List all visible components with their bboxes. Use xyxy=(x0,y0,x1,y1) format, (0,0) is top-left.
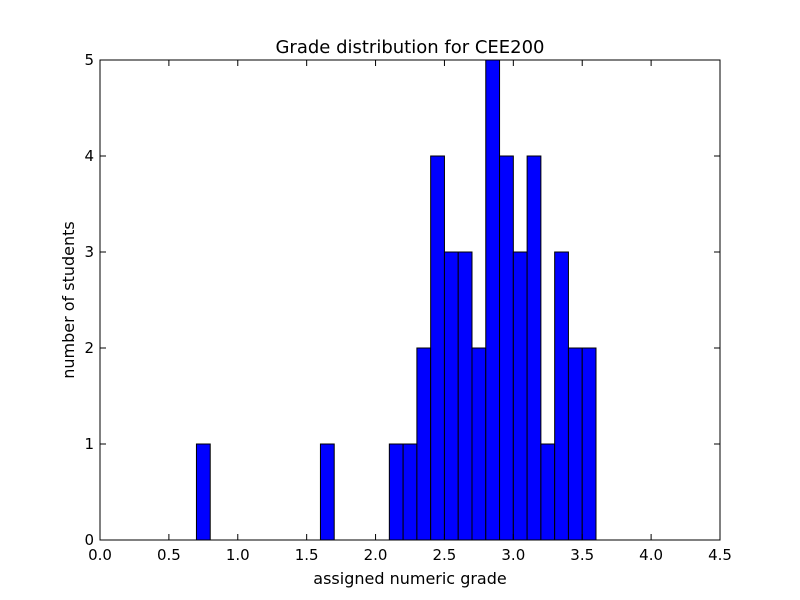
histogram-bar-5 xyxy=(430,155,445,541)
x-tick-label-5: 2.5 xyxy=(433,546,457,564)
y-tick-label-0: 0 xyxy=(84,531,94,549)
y-tick-label-5: 5 xyxy=(84,51,94,69)
x-tick-label-9: 4.5 xyxy=(708,546,732,564)
y-tick-label-2: 2 xyxy=(84,339,94,357)
histogram-bar-10 xyxy=(499,155,514,541)
tick-labels-group: 0.0 0.5 1.0 1.5 2.0 2.5 3.0 3.5 4.0 4.5 0 1 2 3 4 5 xyxy=(84,51,731,564)
x-tick-label-1: 0.5 xyxy=(157,546,181,564)
x-tick-label-4: 2.0 xyxy=(364,546,388,564)
histogram-bar-15 xyxy=(567,347,583,541)
histogram-bar-9 xyxy=(485,59,501,541)
histogram-bar-12 xyxy=(526,155,542,541)
plot-frame xyxy=(99,59,721,541)
x-tick-label-0: 0.0 xyxy=(88,546,112,564)
bars-group xyxy=(195,59,597,541)
histogram-bar-13 xyxy=(540,443,556,541)
histogram-bar-6 xyxy=(443,251,459,541)
chart-title: Grade distribution for CEE200 xyxy=(275,37,544,58)
histogram-bar-7 xyxy=(457,251,473,541)
x-tick-label-7: 3.5 xyxy=(570,546,594,564)
x-axis-label: assigned numeric grade xyxy=(313,569,506,588)
x-tick-label-6: 3.0 xyxy=(501,546,525,564)
histogram-bar-0 xyxy=(195,443,211,541)
histogram-bar-1 xyxy=(319,443,335,541)
histogram-bar-8 xyxy=(471,347,487,541)
histogram-bar-11 xyxy=(512,251,528,541)
x-tick-label-8: 4.0 xyxy=(639,546,663,564)
histogram-bar-14 xyxy=(554,251,569,541)
histogram-bar-2 xyxy=(388,443,404,541)
y-tick-label-3: 3 xyxy=(84,243,94,261)
y-tick-label-1: 1 xyxy=(84,435,94,453)
histogram-bar-3 xyxy=(402,443,418,541)
y-axis-label: number of students xyxy=(59,221,78,379)
histogram-bar-16 xyxy=(581,347,597,541)
y-tick-label-4: 4 xyxy=(84,147,94,165)
ticks-group xyxy=(99,59,721,541)
histogram-bar-4 xyxy=(416,347,432,541)
x-tick-label-3: 1.5 xyxy=(295,546,319,564)
x-tick-label-2: 1.0 xyxy=(226,546,250,564)
